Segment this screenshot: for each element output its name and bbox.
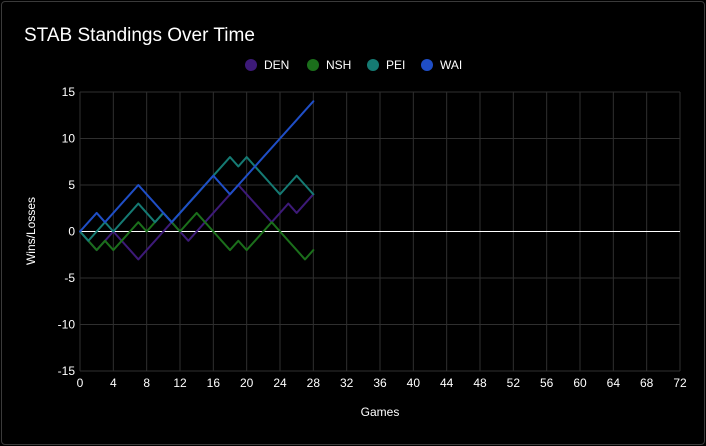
- y-tick-label: 5: [68, 178, 75, 192]
- x-tick-label: 40: [407, 376, 421, 390]
- legend-swatch: [307, 59, 319, 71]
- y-tick-label: 15: [62, 85, 76, 99]
- x-tick-label: 68: [640, 376, 654, 390]
- x-tick-label: 12: [173, 376, 187, 390]
- legend-swatch: [367, 59, 379, 71]
- legend-item-den[interactable]: DEN: [245, 58, 289, 72]
- x-tick-label: 48: [473, 376, 487, 390]
- series-line-wai: [79, 100, 315, 233]
- y-tick-label: -15: [58, 364, 76, 378]
- y-axis-label: Wins/Losses: [24, 197, 38, 265]
- x-tick-label: 24: [273, 376, 287, 390]
- series-line-nsh: [79, 211, 315, 261]
- legend-swatch: [421, 59, 433, 71]
- y-tick-label: 0: [68, 225, 75, 239]
- y-tick-label: 10: [62, 132, 76, 146]
- x-axis-label: Games: [361, 405, 400, 419]
- x-tick-label: 32: [340, 376, 354, 390]
- x-tick-label: 64: [607, 376, 621, 390]
- y-tick-label: -10: [58, 318, 76, 332]
- x-tick-label: 0: [77, 376, 84, 390]
- x-tick-label: 16: [207, 376, 221, 390]
- legend-item-pei[interactable]: PEI: [367, 58, 405, 72]
- legend-label: NSH: [326, 58, 351, 72]
- legend-label: PEI: [386, 58, 405, 72]
- x-tick-label: 36: [373, 376, 387, 390]
- y-tick-labels: -15 -10 -5 0 5 10 15: [58, 85, 76, 378]
- x-tick-label: 72: [673, 376, 687, 390]
- legend-label: DEN: [264, 58, 289, 72]
- legend-label: WAI: [440, 58, 462, 72]
- legend-item-nsh[interactable]: NSH: [307, 58, 351, 72]
- series-lines: [79, 100, 315, 261]
- x-tick-label: 4: [110, 376, 117, 390]
- legend-swatch: [245, 59, 257, 71]
- x-tick-label: 56: [540, 376, 554, 390]
- x-tick-labels: 0 4 8 12 16 20 24 28 32 36 40 44 48 52 56 60 64 68 72: [77, 376, 687, 390]
- series-line-den: [79, 184, 315, 261]
- x-tick-label: 20: [240, 376, 254, 390]
- x-tick-label: 8: [143, 376, 150, 390]
- x-tick-label: 28: [307, 376, 321, 390]
- legend-item-wai[interactable]: WAI: [421, 58, 462, 72]
- x-tick-label: 60: [573, 376, 587, 390]
- legend: DEN NSH PEI WAI: [245, 58, 462, 72]
- chart-title: STAB Standings Over Time: [24, 25, 255, 46]
- y-tick-label: -5: [64, 271, 75, 285]
- x-tick-label: 52: [507, 376, 521, 390]
- x-tick-label: 44: [440, 376, 454, 390]
